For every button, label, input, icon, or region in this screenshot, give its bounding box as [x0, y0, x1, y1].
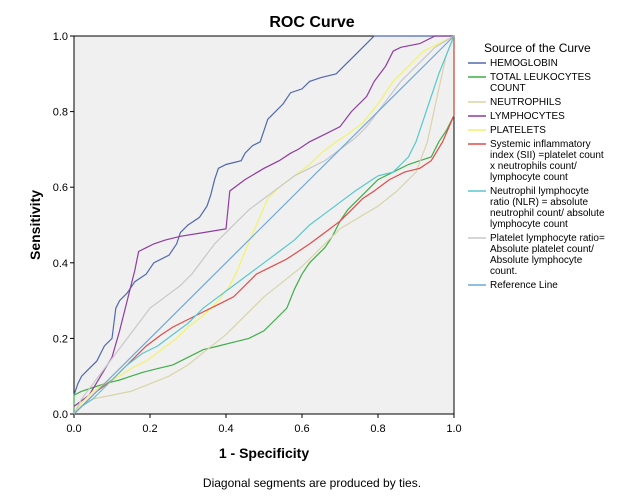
y-tick-label: 0.0	[53, 409, 68, 421]
axis-ticks: 0.0 0.2 0.4 0.6 0.8 1.0 0.0 0.2 0.4 0.6 0.8 1.0	[53, 31, 462, 435]
x-tick-label: 0.0	[66, 423, 81, 435]
roc-curves	[73, 35, 455, 415]
x-tick-label: 0.2	[142, 423, 157, 435]
y-tick-label: 0.6	[53, 182, 68, 194]
roc-curve-systemic-inflammatory	[73, 36, 455, 415]
legend-label-systemic-inflammatory: x neutrophils count/	[490, 161, 577, 172]
y-tick-label: 0.2	[53, 333, 68, 345]
legend-label-systemic-inflammatory: Systemic inflammatory	[490, 139, 591, 150]
legend-label-neutrophil-lymphocyte: neutrophil count/ absolute	[490, 208, 605, 219]
y-axis-title: Sensitivity	[27, 190, 43, 260]
legend-label-platelet-lymphocyte-ratio: Absolute lymphocyte	[490, 255, 583, 266]
y-tick-label: 0.8	[53, 107, 68, 119]
roc-curve-platelet-lymphocyte-ratio	[73, 35, 455, 415]
roc-curve-lymphocytes	[73, 35, 454, 407]
legend-label-lymphocytes: LYMPHOCYTES	[490, 111, 565, 122]
x-axis-title: 1 - Specificity	[219, 445, 309, 461]
legend-label-platelets: PLATELETS	[490, 125, 546, 136]
x-tick-label: 0.8	[370, 423, 385, 435]
legend-label-total-leukocytes: TOTAL LEUKOCYTES	[490, 72, 591, 83]
legend-label-platelet-lymphocyte-ratio: Platelet lymphocyte ratio=	[490, 233, 605, 244]
legend-title: Source of the Curve	[484, 41, 591, 55]
legend-label-reference-line: Reference Line	[490, 280, 558, 291]
footnote: Diagonal segments are produced by ties.	[203, 476, 421, 490]
legend-label-neutrophil-lymphocyte: Neutrophil lymphocyte	[490, 186, 589, 197]
roc-curve-neutrophil-lymphocyte	[73, 35, 455, 415]
y-tick-label: 1.0	[53, 31, 68, 43]
legend-label-systemic-inflammatory: lymphocyte count	[490, 172, 568, 183]
legend-label-neutrophils: NEUTROPHILS	[490, 97, 561, 108]
legend-label-total-leukocytes: COUNT	[490, 83, 526, 94]
legend-label-hemoglobin: HEMOGLOBIN	[490, 58, 558, 69]
legend-label-platelet-lymphocyte-ratio: Absolute platelet count/	[490, 244, 594, 255]
chart-title: ROC Curve	[269, 14, 354, 31]
y-tick-label: 0.4	[53, 258, 68, 270]
roc-curve-reference-line	[73, 35, 455, 415]
x-tick-label: 0.4	[218, 423, 233, 435]
legend-label-platelet-lymphocyte-ratio: count.	[490, 266, 517, 277]
roc-curve-total-leukocytes	[73, 36, 455, 414]
roc-curve-hemoglobin	[73, 35, 454, 396]
x-tick-label: 1.0	[446, 423, 461, 435]
x-tick-label: 0.6	[294, 423, 309, 435]
legend-label-neutrophil-lymphocyte: lymphocyte count	[490, 219, 568, 230]
roc-curve-neutrophils	[73, 35, 455, 415]
legend-label-systemic-inflammatory: index (SII) =platelet count	[490, 150, 604, 161]
legend-label-neutrophil-lymphocyte: ratio (NLR) = absolute	[490, 197, 589, 208]
